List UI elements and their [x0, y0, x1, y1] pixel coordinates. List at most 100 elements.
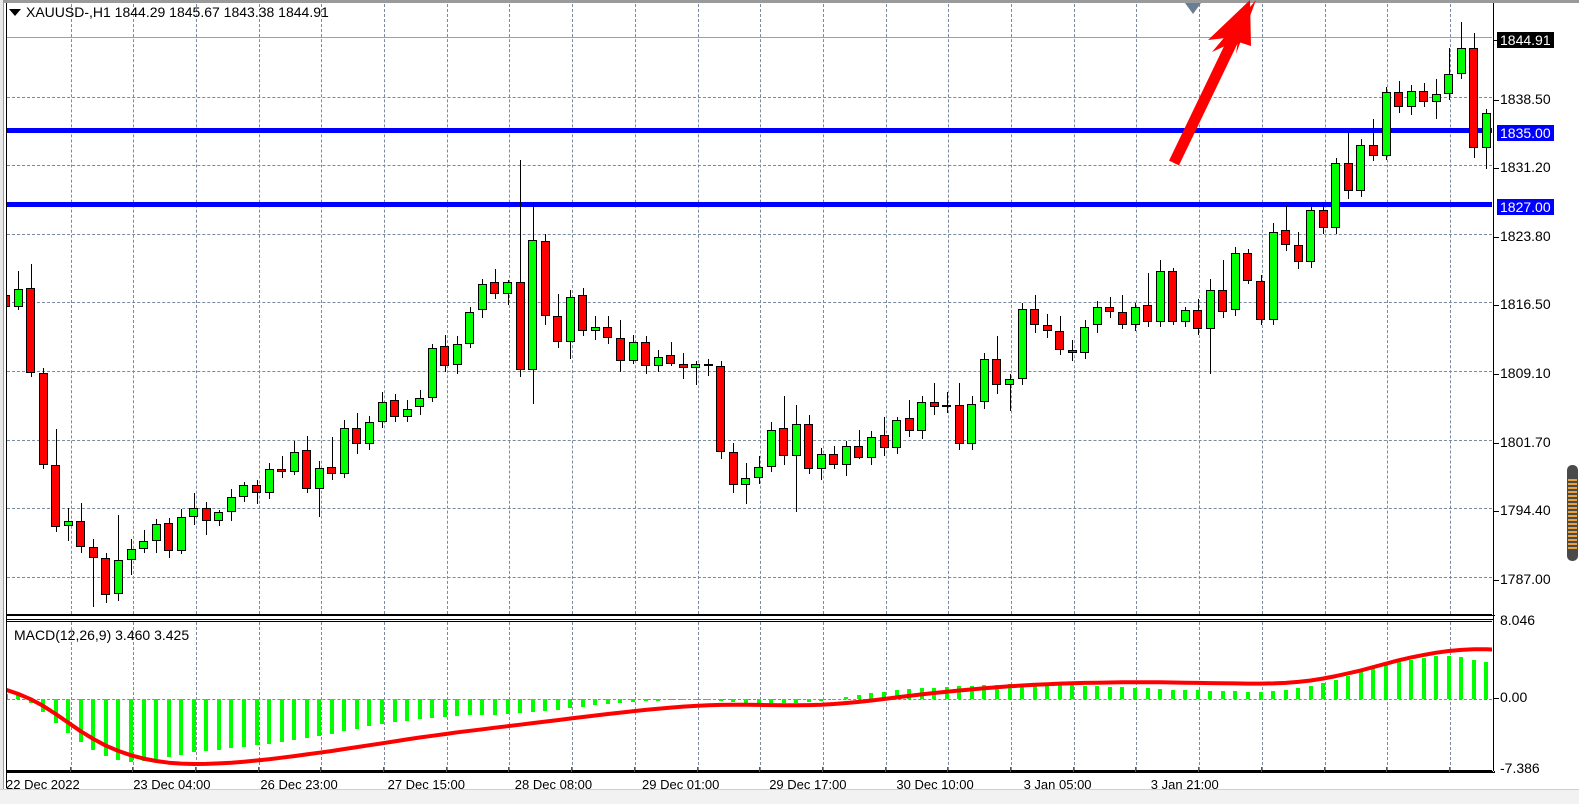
- window-top-border: [0, 0, 1579, 3]
- price-axis-label: 1787.00: [1500, 570, 1551, 587]
- candle-body-bullish: [1406, 90, 1416, 108]
- time-gridline: [195, 4, 197, 614]
- candle-body-bearish: [490, 282, 500, 294]
- macd-histogram-bar: [1070, 684, 1075, 700]
- macd-histogram-bar: [1484, 662, 1489, 700]
- macd-histogram-bar: [794, 699, 799, 703]
- candle-body-bullish: [1092, 306, 1102, 326]
- candle-body-bearish: [716, 366, 726, 452]
- macd-histogram-bar: [994, 684, 999, 700]
- price-axis-label: 1831.20: [1500, 159, 1551, 176]
- time-axis-tick: [1323, 767, 1325, 772]
- candle-body-bearish: [540, 241, 550, 316]
- time-axis-tick: [821, 767, 823, 772]
- chevron-down-icon[interactable]: [9, 9, 21, 16]
- candle-body-bullish: [841, 446, 851, 465]
- candle-body-bearish: [779, 427, 789, 456]
- candle-body-bearish: [1067, 349, 1077, 354]
- candle-body-bullish: [13, 288, 23, 307]
- candle-body-bullish: [565, 297, 575, 343]
- time-axis-label: 27 Dec 15:00: [387, 777, 465, 792]
- time-gridline: [70, 622, 72, 770]
- candle-body-bearish: [954, 405, 964, 445]
- candle-wick: [93, 539, 94, 607]
- candle-body-bullish: [214, 512, 224, 521]
- price-axis-label: 1838.50: [1500, 91, 1551, 108]
- candle-wick: [947, 392, 948, 413]
- candle-body-bullish: [415, 397, 425, 408]
- candle-body-bullish: [1180, 310, 1190, 322]
- level-line-1835.00[interactable]: [7, 127, 1492, 133]
- candle-body-bullish: [1230, 252, 1240, 311]
- candle-body-bearish: [1042, 325, 1052, 331]
- price-chart-pane[interactable]: [7, 4, 1492, 615]
- macd-axis-label: 0.00: [1500, 689, 1528, 706]
- macd-indicator-pane[interactable]: [7, 621, 1492, 771]
- candle-body-bearish: [1469, 47, 1479, 149]
- time-axis-tick: [571, 767, 573, 772]
- time-axis-label: 29 Dec 01:00: [642, 777, 720, 792]
- macd-histogram-bar: [1396, 662, 1401, 700]
- candle-body-bearish: [804, 424, 814, 469]
- candle-body-bullish: [1005, 379, 1014, 385]
- price-gridline: [7, 507, 1492, 509]
- level-price-tag[interactable]: 1827.00: [1497, 199, 1554, 216]
- candle-body-bullish: [1431, 94, 1441, 102]
- macd-histogram-bar: [1057, 684, 1062, 700]
- candle-body-bullish: [314, 467, 324, 490]
- macd-histogram-bar: [819, 699, 824, 701]
- price-axis-tick: [1494, 39, 1499, 41]
- macd-histogram-bar: [1384, 665, 1388, 700]
- macd-histogram-bar: [1346, 675, 1351, 700]
- candle-body-bearish: [101, 558, 111, 596]
- macd-histogram-bar: [7, 693, 8, 700]
- macd-axis[interactable]: 8.046 0.00 -7.386: [1494, 613, 1579, 775]
- price-axis[interactable]: 1845.001844.911838.501835.001831.201827.…: [1494, 3, 1579, 615]
- time-axis-label: 29 Dec 17:00: [769, 777, 847, 792]
- level-line-1827.00[interactable]: [7, 202, 1492, 208]
- time-gridline: [133, 4, 135, 614]
- candle-body-bearish: [88, 546, 98, 559]
- macd-histogram-bar: [1195, 690, 1200, 700]
- candle-body-bearish: [38, 372, 48, 465]
- time-axis-label: 30 Dec 10:00: [896, 777, 974, 792]
- macd-histogram-bar: [78, 699, 83, 742]
- candle-wick: [671, 342, 672, 367]
- macd-histogram-bar: [492, 699, 497, 715]
- candle-body-bullish: [866, 437, 876, 458]
- candle-body-bullish: [1268, 232, 1278, 320]
- macd-histogram-bar: [1183, 689, 1188, 700]
- candle-body-bullish: [1155, 271, 1165, 322]
- level-price-tag[interactable]: 1835.00: [1497, 124, 1554, 141]
- macd-histogram-bar: [1446, 655, 1451, 700]
- chart-vertical-scrollbar[interactable]: [1565, 3, 1579, 771]
- scrollbar-thumb[interactable]: [1567, 465, 1578, 561]
- candle-body-bullish: [264, 468, 274, 493]
- time-gridline: [760, 4, 762, 614]
- macd-histogram-bar: [129, 699, 133, 762]
- macd-histogram-bar: [329, 699, 334, 734]
- candle-body-bullish: [1381, 92, 1391, 156]
- down-triangle-marker-icon[interactable]: [1185, 3, 1201, 14]
- time-gridline: [1011, 622, 1012, 770]
- time-axis-label: 26 Dec 23:00: [260, 777, 338, 792]
- macd-histogram-bar: [1133, 687, 1137, 700]
- candle-body-bearish: [1168, 271, 1178, 322]
- candle-body-bearish: [1368, 144, 1378, 156]
- time-gridline: [321, 622, 323, 770]
- candle-wick: [520, 159, 521, 378]
- time-axis-tick: [759, 767, 761, 772]
- macd-histogram-bar: [1258, 691, 1263, 700]
- scrollbar-thumb-grip: [1568, 479, 1577, 551]
- candle-body-bearish: [26, 288, 36, 373]
- macd-histogram-bar: [304, 699, 309, 739]
- candle-body-bullish: [1331, 163, 1341, 229]
- time-axis[interactable]: 22 Dec 2022 23 Dec 04:00 26 Dec 23:00 27 De…: [6, 767, 1493, 792]
- macd-histogram-bar: [116, 699, 121, 761]
- candle-body-bearish: [1243, 252, 1253, 281]
- current-price-tag[interactable]: 1844.91: [1497, 32, 1554, 49]
- macd-histogram-bar: [204, 699, 209, 751]
- macd-histogram-bar: [731, 699, 736, 702]
- candle-body-bearish: [992, 358, 1002, 385]
- macd-histogram-bar: [1321, 682, 1326, 700]
